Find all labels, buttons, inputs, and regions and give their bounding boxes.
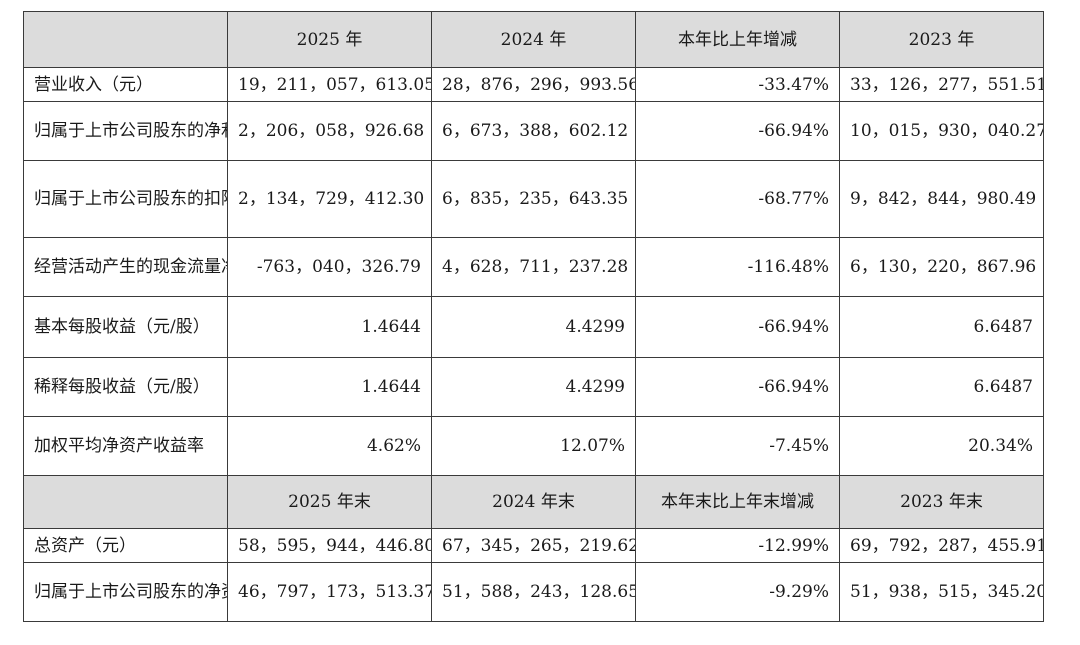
header-cell-blank [23,475,228,529]
row-label: 经营活动产生的现金流量净额（元） [23,237,228,297]
value-2024: 6，835，235，643.35 [431,160,636,238]
value-2024: 4.4299 [431,296,636,358]
value-2023: 9，842，844，980.49 [839,160,1044,238]
table-row-diluted-eps: 稀释每股收益（元/股） 1.4644 4.4299 -66.94% 6.6487 [23,357,1044,417]
value-2023: 33，126，277，551.51 [839,67,1044,102]
value-2023: 6.6487 [839,357,1044,417]
header-row-annual: 2025 年 2024 年 本年比上年增减 2023 年 [23,11,1044,68]
value-2024: 67，345，265，219.62 [431,528,636,563]
row-label: 稀释每股收益（元/股） [23,357,228,417]
value-2023: 6.6487 [839,296,1044,358]
row-label: 营业收入（元） [23,67,228,102]
value-change: -66.94% [635,357,840,417]
value-2024: 4.4299 [431,357,636,417]
value-change: -116.48% [635,237,840,297]
value-change: -9.29% [635,562,840,622]
header-cell-2025: 2025 年 [227,11,432,68]
value-2023: 51，938，515，345.20 [839,562,1044,622]
table-row-operating-cashflow: 经营活动产生的现金流量净额（元） -763，040，326.79 4，628，7… [23,237,1044,297]
row-label: 总资产（元） [23,528,228,563]
table-row-basic-eps: 基本每股收益（元/股） 1.4644 4.4299 -66.94% 6.6487 [23,296,1044,358]
header-cell-blank [23,11,228,68]
header-cell-change-end: 本年末比上年末增减 [635,475,840,529]
value-2023: 10，015，930，040.27 [839,101,1044,161]
table-row-net-assets: 归属于上市公司股东的净资产（元） 46，797，173，513.37 51，58… [23,562,1044,622]
value-2023: 20.34% [839,416,1044,476]
value-2025: 1.4644 [227,357,432,417]
header-row-year-end: 2025 年末 2024 年末 本年末比上年末增减 2023 年末 [23,475,1044,529]
value-2025: 19，211，057，613.05 [227,67,432,102]
table-row-total-assets: 总资产（元） 58，595，944，446.80 67，345，265，219.… [23,528,1044,563]
header-cell-change: 本年比上年增减 [635,11,840,68]
table-row-net-profit-excl: 归属于上市公司股东的扣除非经常性损益的净利润（元） 2，134，729，412.… [23,160,1044,238]
header-cell-2023: 2023 年 [839,11,1044,68]
value-change: -7.45% [635,416,840,476]
value-change: -12.99% [635,528,840,563]
value-change: -33.47% [635,67,840,102]
table-row-net-profit: 归属于上市公司股东的净利润（元） 2，206，058，926.68 6，673，… [23,101,1044,161]
header-cell-2025-end: 2025 年末 [227,475,432,529]
row-label: 归属于上市公司股东的净利润（元） [23,101,228,161]
value-change: -68.77% [635,160,840,238]
value-2024: 4，628，711，237.28 [431,237,636,297]
value-2023: 6，130，220，867.96 [839,237,1044,297]
value-2023: 69，792，287，455.91 [839,528,1044,563]
value-2025: 58，595，944，446.80 [227,528,432,563]
financial-summary-table: 2025 年 2024 年 本年比上年增减 2023 年 营业收入（元） 19，… [23,11,1044,622]
value-2025: 2，134，729，412.30 [227,160,432,238]
header-cell-2024-end: 2024 年末 [431,475,636,529]
row-label: 加权平均净资产收益率 [23,416,228,476]
value-2025: 2，206，058，926.68 [227,101,432,161]
row-label: 基本每股收益（元/股） [23,296,228,358]
row-label: 归属于上市公司股东的净资产（元） [23,562,228,622]
value-change: -66.94% [635,101,840,161]
table-row-roe: 加权平均净资产收益率 4.62% 12.07% -7.45% 20.34% [23,416,1044,476]
header-cell-2023-end: 2023 年末 [839,475,1044,529]
value-2025: 46，797，173，513.37 [227,562,432,622]
value-2024: 6，673，388，602.12 [431,101,636,161]
value-2025: -763，040，326.79 [227,237,432,297]
header-cell-2024: 2024 年 [431,11,636,68]
value-change: -66.94% [635,296,840,358]
value-2025: 4.62% [227,416,432,476]
value-2024: 28，876，296，993.56 [431,67,636,102]
value-2025: 1.4644 [227,296,432,358]
value-2024: 51，588，243，128.65 [431,562,636,622]
table-row-revenue: 营业收入（元） 19，211，057，613.05 28，876，296，993… [23,67,1044,102]
value-2024: 12.07% [431,416,636,476]
row-label: 归属于上市公司股东的扣除非经常性损益的净利润（元） [23,160,228,238]
